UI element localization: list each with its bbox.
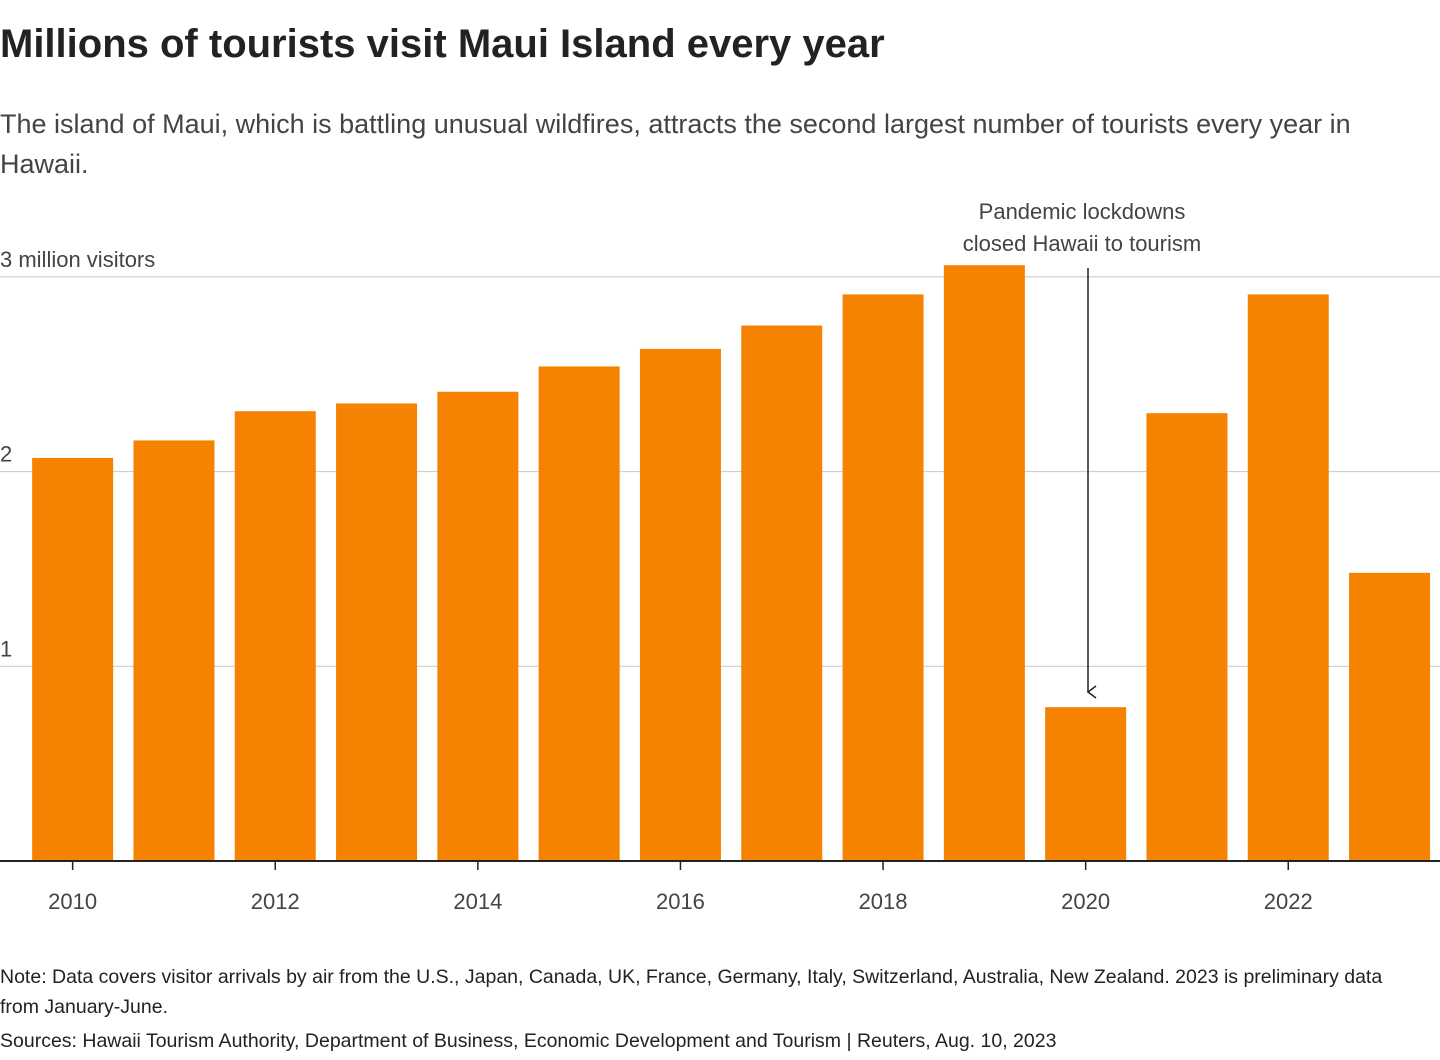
x-tick-label: 2012 <box>251 889 300 914</box>
x-tick-label: 2016 <box>656 889 705 914</box>
x-tick-label: 2018 <box>859 889 908 914</box>
bar <box>133 440 215 861</box>
x-tick-label: 2010 <box>48 889 97 914</box>
bar <box>234 411 316 861</box>
annotation-text: Pandemic lockdowns <box>979 199 1186 224</box>
y-tick-label: 3 million visitors <box>0 247 155 272</box>
bar <box>943 265 1025 862</box>
source: Sources: Hawaii Tourism Authority, Depar… <box>0 1030 1057 1052</box>
bar <box>32 457 114 861</box>
bar <box>842 294 924 861</box>
bar <box>1247 294 1329 861</box>
bar <box>741 325 823 861</box>
y-tick-label: 2 <box>0 442 12 467</box>
chart: 1 2 3 million visitors 2010 2012 2014 2016 2018… <box>0 199 1440 914</box>
y-tick-label: 1 <box>0 636 12 661</box>
x-tick-label: 2022 <box>1264 889 1313 914</box>
bar <box>1045 707 1127 861</box>
x-tick-label: 2014 <box>453 889 502 914</box>
bar <box>639 348 721 861</box>
bar <box>1349 572 1431 861</box>
note: Note: Data covers visitor arrivals by ai… <box>0 966 1383 1018</box>
bar <box>437 391 519 861</box>
chart-subtitle: The island of Maui, which is battling un… <box>0 109 1351 179</box>
annotation-text: closed Hawaii to tourism <box>963 231 1201 256</box>
bar <box>336 403 418 861</box>
x-tick-label: 2020 <box>1061 889 1110 914</box>
bar <box>1146 413 1228 861</box>
bar <box>538 366 620 861</box>
chart-title: Millions of tourists visit Maui Island e… <box>0 22 885 66</box>
